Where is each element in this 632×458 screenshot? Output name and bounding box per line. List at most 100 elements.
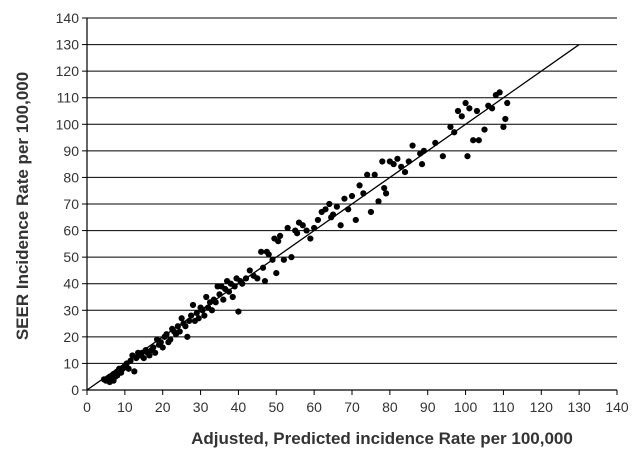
data-point — [462, 99, 469, 107]
y-tick-label: 20 — [63, 329, 79, 345]
data-point — [348, 192, 356, 200]
data-point — [329, 211, 337, 218]
y-tick-label: 120 — [56, 63, 80, 79]
data-point — [470, 137, 477, 144]
y-tick-label: 0 — [71, 382, 79, 398]
data-point — [188, 312, 195, 319]
data-point — [131, 368, 138, 375]
y-axis-title: SEER Incidence Rate per 100,000 — [13, 72, 32, 340]
data-point — [146, 352, 153, 359]
data-point — [371, 171, 378, 178]
data-point — [447, 123, 454, 131]
data-point — [473, 107, 481, 115]
y-tick-label: 80 — [63, 169, 79, 185]
data-point — [212, 299, 219, 306]
x-tick-label: 0 — [83, 399, 91, 415]
x-tick-label: 140 — [605, 399, 629, 415]
data-point — [409, 142, 416, 149]
data-point — [231, 283, 238, 290]
data-point — [225, 288, 233, 295]
data-point — [379, 158, 386, 165]
x-tick-label: 70 — [344, 399, 360, 415]
data-point — [322, 206, 329, 213]
x-axis-title: Adjusted, Predicted incidence Rate per 1… — [191, 429, 573, 448]
data-point — [157, 339, 164, 346]
data-point — [488, 105, 496, 112]
data-point — [500, 123, 507, 131]
data-point — [216, 291, 223, 298]
data-point — [284, 224, 291, 232]
y-tick-label: 100 — [56, 116, 80, 132]
data-point — [481, 126, 488, 133]
y-tick-label: 40 — [63, 276, 79, 292]
y-tick-label: 10 — [63, 355, 79, 371]
data-point — [125, 365, 132, 372]
data-point — [261, 277, 269, 285]
data-point — [394, 155, 401, 162]
data-point — [390, 161, 397, 168]
data-point — [356, 182, 363, 189]
data-point — [504, 99, 511, 107]
data-point — [258, 248, 265, 255]
data-point — [464, 153, 471, 160]
data-point — [182, 323, 189, 330]
data-point — [193, 309, 200, 317]
data-point — [152, 349, 159, 356]
data-point — [159, 344, 166, 351]
data-point — [208, 307, 216, 314]
data-point — [127, 357, 134, 364]
data-point — [186, 317, 193, 325]
data-point — [364, 171, 371, 178]
data-point — [280, 256, 287, 263]
data-point — [167, 336, 174, 343]
data-point — [458, 113, 465, 120]
grid — [87, 17, 617, 364]
data-point — [311, 224, 318, 232]
x-tick-label: 60 — [306, 399, 322, 415]
data-point — [454, 107, 462, 115]
x-tick-label: 110 — [492, 399, 515, 415]
data-point — [341, 195, 348, 202]
data-point — [398, 163, 405, 170]
data-point — [496, 89, 503, 96]
data-point — [333, 203, 340, 210]
data-point — [195, 315, 202, 322]
data-point — [201, 312, 208, 319]
data-point — [382, 190, 390, 197]
data-point — [381, 184, 388, 192]
data-point — [475, 137, 482, 144]
data-point — [294, 230, 301, 237]
data-point — [275, 238, 282, 245]
data-point — [220, 296, 227, 303]
y-tick-label: 50 — [63, 249, 79, 265]
data-point — [345, 206, 352, 213]
axes — [82, 17, 618, 395]
data-point — [326, 200, 333, 208]
data-point — [303, 227, 310, 234]
data-point — [203, 293, 210, 301]
x-tick-label: 30 — [193, 399, 209, 415]
data-point — [269, 256, 276, 263]
data-point — [174, 323, 181, 330]
data-point — [307, 235, 314, 242]
data-point — [502, 115, 509, 123]
x-tick-label: 20 — [155, 399, 171, 415]
x-tick-label: 120 — [530, 399, 554, 415]
data-point — [163, 331, 170, 338]
data-points — [100, 89, 511, 386]
y-tick-label: 90 — [63, 143, 79, 159]
y-tick-labels: 0 10 20 30 40 50 60 70 80 90 100 110 120 130 140 — [56, 10, 80, 398]
x-tick-label: 50 — [268, 399, 284, 415]
x-tick-label: 130 — [567, 399, 591, 415]
data-point — [375, 198, 382, 205]
y-tick-label: 110 — [57, 90, 80, 106]
data-point — [401, 169, 409, 176]
data-point — [189, 301, 197, 309]
data-point — [150, 344, 157, 351]
data-point — [466, 105, 473, 112]
data-point — [259, 264, 267, 271]
data-point — [439, 153, 446, 160]
data-point — [199, 307, 206, 314]
